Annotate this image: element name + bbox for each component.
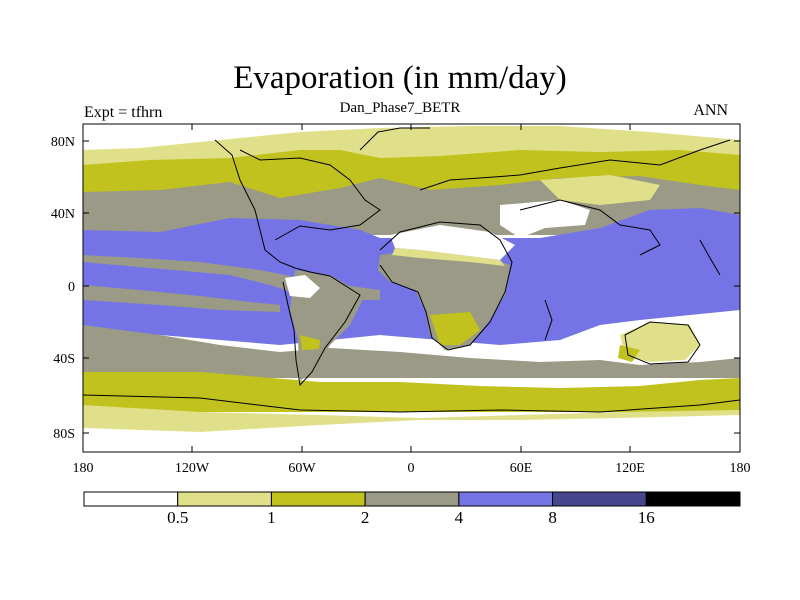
sahara-edge [392,248,505,266]
amazon-white [285,275,320,298]
sahara-white [390,225,515,260]
south-gray-band [83,325,740,378]
colorbar-swatch [458,491,554,507]
lon-tick-label: 180 [73,461,94,476]
lon-tick-label: 120W [175,461,210,476]
equatorial-gray-wedge-2 [83,285,280,312]
season-label: ANN [693,102,728,119]
longitude-axis: 180 120W 60W 0 60E 120E 180 [73,124,751,476]
lat-tick-label: 0 [68,280,75,295]
lat-tick-label: 80S [53,427,75,442]
coastlines [83,127,740,413]
colorbar-swatch [177,491,272,507]
colorbar-label: 1 [267,508,276,527]
south-olive-band [83,372,740,412]
colorbar-label: 8 [548,508,557,527]
lon-tick-label: 180 [730,461,751,476]
latitude-axis: 80N 40N 0 40S 80S [51,135,740,442]
central-asia-light [540,175,660,205]
lon-tick-label: 120E [615,461,645,476]
colorbar-label: 0.5 [167,508,188,527]
colorbar-swatch [83,491,179,507]
experiment-label: Expt = tfhrn [84,104,163,121]
africa-olive [430,312,480,345]
lon-tick-label: 60E [510,461,533,476]
lon-tick-label: 0 [408,461,415,476]
colorbar-swatch [364,491,460,507]
map-subtitle: Dan_Phase7_BETR [339,100,461,116]
colorbar-swatch [645,491,741,507]
page-title: Evaporation (in mm/day) [233,60,567,96]
australia-light [620,322,700,362]
colorbar-swatch [552,491,647,507]
lon-tick-label: 60W [288,461,316,476]
colorbar-label: 16 [638,508,655,527]
colorbar-label: 4 [455,508,464,527]
colorbar-label: 2 [361,508,370,527]
lat-tick-label: 80N [51,135,75,150]
antarctica-white [83,415,740,452]
colorbar-swatch [270,491,366,507]
map-field [83,124,740,452]
lat-tick-label: 40N [51,207,75,222]
colorbar: 0.5 1 2 4 8 16 [83,491,741,527]
lat-tick-label: 40S [53,352,75,367]
